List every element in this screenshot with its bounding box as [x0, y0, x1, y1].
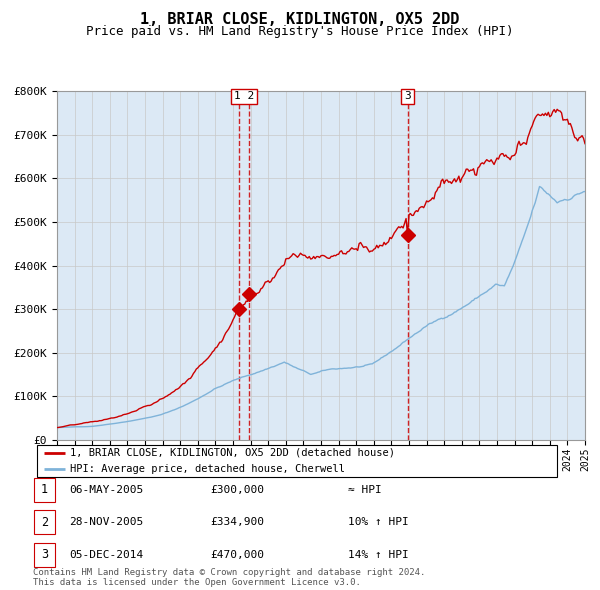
Text: 1: 1	[41, 483, 48, 496]
FancyBboxPatch shape	[34, 510, 55, 534]
Text: 2: 2	[41, 516, 48, 529]
Text: £300,000: £300,000	[210, 485, 264, 494]
Text: 05-DEC-2014: 05-DEC-2014	[69, 550, 143, 559]
Text: Contains HM Land Registry data © Crown copyright and database right 2024.
This d: Contains HM Land Registry data © Crown c…	[33, 568, 425, 587]
Text: 06-MAY-2005: 06-MAY-2005	[69, 485, 143, 494]
Text: 10% ↑ HPI: 10% ↑ HPI	[348, 517, 409, 527]
Text: 3: 3	[404, 91, 411, 101]
Text: Price paid vs. HM Land Registry's House Price Index (HPI): Price paid vs. HM Land Registry's House …	[86, 25, 514, 38]
Text: 1 2: 1 2	[234, 91, 254, 101]
FancyBboxPatch shape	[37, 445, 557, 477]
Text: ≈ HPI: ≈ HPI	[348, 485, 382, 494]
Text: £470,000: £470,000	[210, 550, 264, 559]
Text: 14% ↑ HPI: 14% ↑ HPI	[348, 550, 409, 559]
FancyBboxPatch shape	[34, 543, 55, 566]
FancyBboxPatch shape	[34, 478, 55, 502]
Text: 28-NOV-2005: 28-NOV-2005	[69, 517, 143, 527]
Text: HPI: Average price, detached house, Cherwell: HPI: Average price, detached house, Cher…	[70, 464, 345, 474]
Text: £334,900: £334,900	[210, 517, 264, 527]
Text: 1, BRIAR CLOSE, KIDLINGTON, OX5 2DD: 1, BRIAR CLOSE, KIDLINGTON, OX5 2DD	[140, 12, 460, 27]
Text: 3: 3	[41, 548, 48, 561]
Text: 1, BRIAR CLOSE, KIDLINGTON, OX5 2DD (detached house): 1, BRIAR CLOSE, KIDLINGTON, OX5 2DD (det…	[70, 448, 395, 458]
